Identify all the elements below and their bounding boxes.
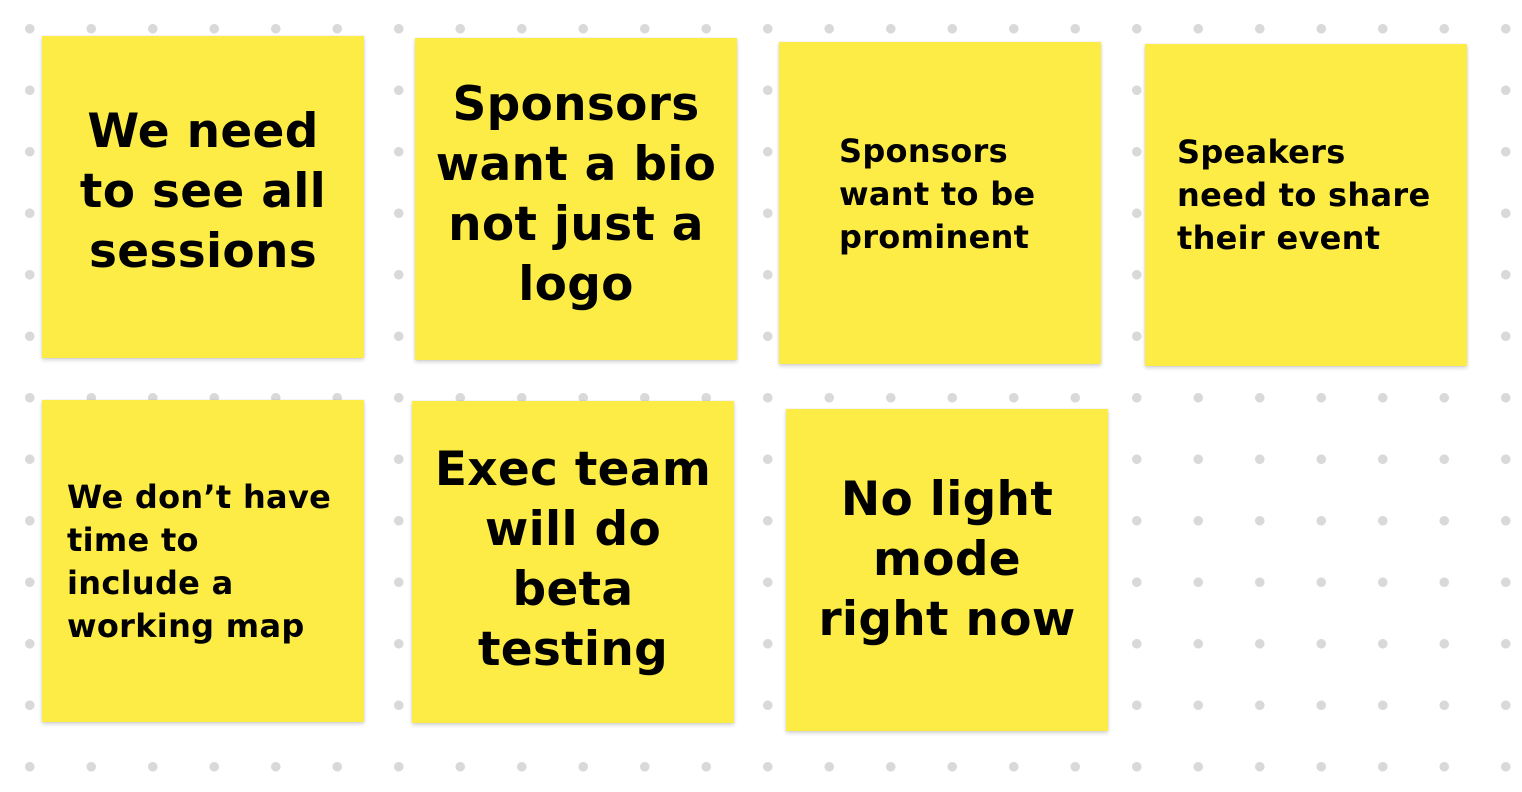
sticky-note-speakers-share[interactable]: Speakers need to share their event: [1145, 44, 1467, 366]
sticky-note-text: No light mode right now: [818, 472, 1076, 647]
sticky-note-sponsors-bio[interactable]: Sponsors want a bio not just a logo: [415, 38, 737, 360]
sticky-note-sponsors-prominent[interactable]: Sponsors want to be prominent: [779, 42, 1101, 364]
sticky-note-text: We don’t have time to include a working …: [67, 478, 332, 645]
sticky-note-text: Speakers need to share their event: [1177, 132, 1431, 257]
sticky-note-text: We need to see all sessions: [79, 104, 327, 279]
sticky-note-text: Sponsors want to be prominent: [839, 131, 1036, 256]
sticky-note-text: Exec team will do beta testing: [434, 442, 712, 677]
sticky-note-working-map[interactable]: We don’t have time to include a working …: [42, 400, 364, 722]
sticky-note-text: Sponsors want a bio not just a logo: [435, 77, 717, 312]
sticky-note-see-all-sessions[interactable]: We need to see all sessions: [42, 36, 364, 358]
sticky-note-beta-testing[interactable]: Exec team will do beta testing: [412, 401, 734, 723]
sticky-note-light-mode[interactable]: No light mode right now: [786, 409, 1108, 731]
